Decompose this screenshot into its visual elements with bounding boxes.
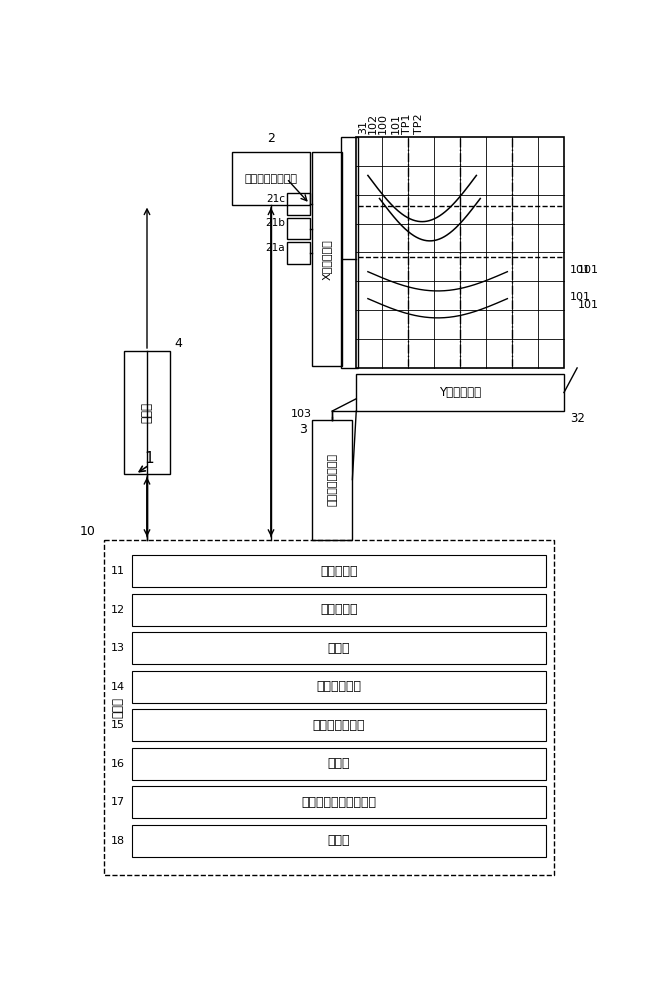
Text: 控制部: 控制部	[112, 697, 125, 718]
Text: X线连接电路: X线连接电路	[322, 239, 332, 280]
Text: 15: 15	[111, 720, 125, 730]
Bar	[132, 709, 546, 741]
Text: 21b: 21b	[265, 218, 285, 228]
Text: 下一个触摸位置获取部: 下一个触摸位置获取部	[301, 796, 376, 809]
Text: 32: 32	[570, 412, 585, 425]
Text: 校正部: 校正部	[328, 642, 350, 655]
Bar	[312, 420, 352, 540]
Text: 3: 3	[299, 423, 307, 436]
Text: 101: 101	[578, 300, 599, 310]
Text: 12: 12	[111, 605, 125, 615]
Bar	[104, 540, 554, 875]
Bar	[132, 825, 546, 857]
Text: 100: 100	[378, 113, 388, 134]
Text: 触摸位置获取部: 触摸位置获取部	[313, 719, 365, 732]
Text: 11: 11	[111, 566, 125, 576]
Text: 显示部: 显示部	[140, 402, 154, 423]
Bar	[132, 594, 546, 626]
Bar	[286, 242, 310, 264]
Text: 102: 102	[368, 113, 378, 134]
Text: 101: 101	[578, 265, 599, 275]
Text: 模拟手指驱动机构: 模拟手指驱动机构	[245, 174, 297, 184]
Text: 13: 13	[111, 643, 125, 653]
Bar	[286, 193, 310, 215]
Text: 触摸处理部: 触摸处理部	[320, 565, 358, 578]
Text: 2: 2	[267, 132, 275, 145]
Bar	[124, 351, 170, 474]
Text: 14: 14	[111, 682, 125, 692]
Text: 31: 31	[358, 120, 368, 134]
Bar	[286, 218, 310, 239]
Text: 最大值搜寻部: 最大值搜寻部	[316, 680, 361, 693]
Text: 103: 103	[291, 409, 312, 419]
Text: 1: 1	[145, 451, 154, 466]
Bar	[132, 632, 546, 664]
Text: 判定部: 判定部	[328, 834, 350, 847]
Bar	[312, 152, 341, 366]
Bar	[132, 786, 546, 818]
Text: 10: 10	[79, 525, 95, 538]
Text: 4: 4	[174, 337, 182, 350]
Text: 17: 17	[111, 797, 125, 807]
Text: 21c: 21c	[266, 194, 285, 204]
Bar	[132, 748, 546, 780]
Bar	[132, 555, 546, 587]
Bar	[232, 152, 310, 205]
Text: 静电容量测定电路: 静电容量测定电路	[327, 453, 337, 506]
Bar	[356, 137, 564, 368]
Text: Y线连接电路: Y线连接电路	[439, 386, 481, 399]
Text: TP1: TP1	[402, 113, 412, 134]
Text: 21a: 21a	[265, 243, 285, 253]
Text: 16: 16	[111, 759, 125, 769]
Bar	[356, 374, 564, 411]
Bar	[341, 137, 358, 368]
Bar	[132, 671, 546, 703]
Text: 准备部: 准备部	[328, 757, 350, 770]
Text: 101: 101	[390, 113, 400, 134]
Text: 101: 101	[569, 292, 591, 302]
Text: 18: 18	[111, 836, 125, 846]
Text: 101: 101	[569, 265, 591, 275]
Text: TP2: TP2	[414, 113, 424, 134]
Text: 探测处理部: 探测处理部	[320, 603, 358, 616]
